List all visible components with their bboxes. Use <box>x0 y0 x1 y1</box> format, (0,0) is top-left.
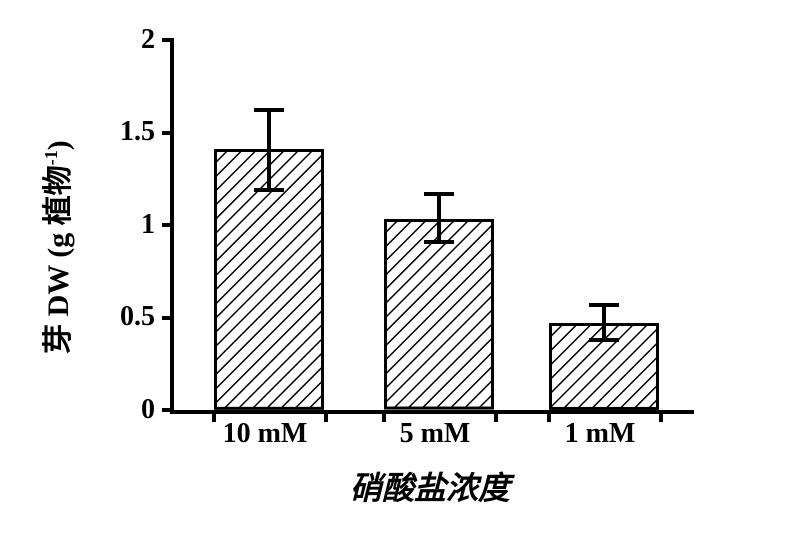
bar-2-err-cap-top <box>589 303 619 307</box>
bar-0-err-line <box>267 110 271 190</box>
bar-1-err-cap-bot <box>424 240 454 244</box>
ytick-0 <box>162 408 174 412</box>
xtick-label-1: 5 mM <box>355 418 515 450</box>
plot-area <box>170 40 694 414</box>
xtick-0b <box>324 410 328 422</box>
bar-0-err-cap-top <box>254 108 284 112</box>
ytick-3 <box>162 131 174 135</box>
ytick-label-4: 2 <box>55 24 155 56</box>
xtick-2b <box>659 410 663 422</box>
ytick-label-3: 1.5 <box>55 116 155 148</box>
bar-2 <box>549 323 659 410</box>
ytick-label-2: 1 <box>55 209 155 241</box>
bar-1-err-cap-top <box>424 192 454 196</box>
xtick-1a <box>382 410 386 422</box>
xtick-2a <box>547 410 551 422</box>
ytick-1 <box>162 316 174 320</box>
bar-2-err-cap-bot <box>589 338 619 342</box>
ytick-label-1: 0.5 <box>55 301 155 333</box>
xtick-label-0: 10 mM <box>185 418 345 450</box>
xtick-1b <box>494 410 498 422</box>
xtick-0a <box>212 410 216 422</box>
bar-2-err-line <box>602 305 606 340</box>
bar-0 <box>214 149 324 410</box>
ytick-2 <box>162 223 174 227</box>
bar-1-err-line <box>437 194 441 242</box>
xtick-label-2: 1 mM <box>520 418 680 450</box>
bar-1 <box>384 219 494 410</box>
x-axis-label: 硝酸盐浓度 <box>170 463 690 509</box>
ytick-label-0: 0 <box>55 394 155 426</box>
bar-0-err-cap-bot <box>254 188 284 192</box>
ytick-4 <box>162 38 174 42</box>
figure: 芽 DW (g 植物-1) 0 0.5 1 1.5 2 10 mM 5 mM 1… <box>0 0 800 556</box>
bar-1-rect <box>384 219 494 410</box>
